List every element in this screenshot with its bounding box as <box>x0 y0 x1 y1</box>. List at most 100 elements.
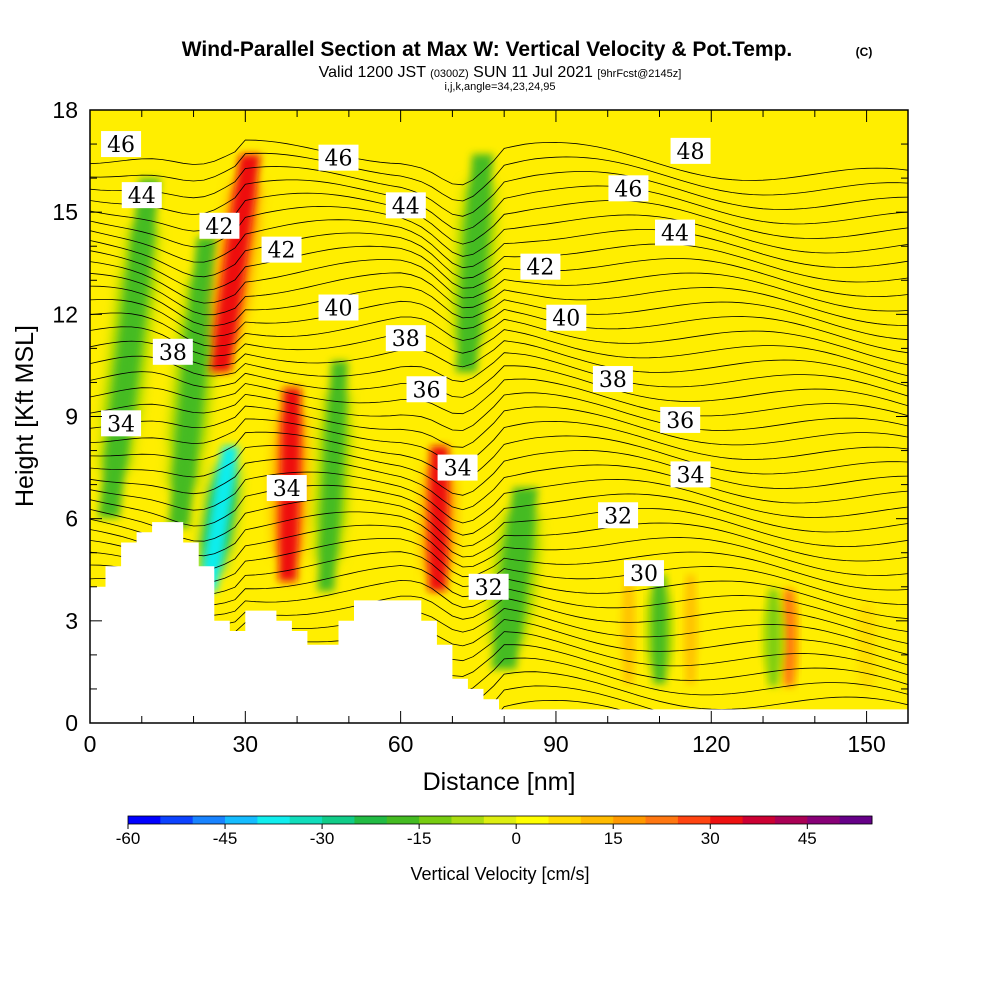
velocity-cell <box>860 604 873 689</box>
theta-contour-line <box>90 245 908 298</box>
theta-contour-line <box>90 139 908 186</box>
colorbar-swatch <box>225 816 258 824</box>
contour-label-bg <box>406 376 447 403</box>
x-axis-title: Distance [nm] <box>423 768 576 796</box>
theta-contour-line <box>90 444 908 496</box>
theta-contour-line <box>90 471 908 524</box>
colorbar-title: Vertical Velocity [cm/s] <box>410 864 589 884</box>
theta-contour-line <box>90 418 908 465</box>
colorbar-label: 0 <box>511 829 520 848</box>
x-tick-label: 120 <box>692 731 730 757</box>
contour-label-bg <box>152 338 193 365</box>
velocity-band <box>209 154 261 373</box>
contour-label-text: 44 <box>392 194 420 219</box>
theta-contour-line <box>90 365 908 407</box>
velocity-field <box>98 154 877 689</box>
contour-label-bg <box>670 137 711 164</box>
valid-time-line: Valid 1200 JST (0300Z) SUN 11 Jul 2021 [… <box>319 64 682 81</box>
contour-label-text: 44 <box>128 184 156 209</box>
contour-label-text: 34 <box>677 463 705 488</box>
colorbar-label: -30 <box>310 829 335 848</box>
contour-label-text: 32 <box>475 576 503 601</box>
contour-label-text: 38 <box>599 368 627 393</box>
theta-contour-label: 32 <box>468 573 509 601</box>
colorbar-label: -45 <box>213 829 238 848</box>
contour-label-bg <box>598 502 639 529</box>
colorbar-swatch <box>807 816 841 824</box>
y-tick-label: 9 <box>65 404 78 430</box>
contour-label-bg <box>546 304 587 331</box>
terrain-mask <box>90 522 908 723</box>
contour-label-bg <box>318 294 359 321</box>
contour-label-bg <box>670 461 711 488</box>
velocity-cell <box>624 574 633 684</box>
contour-label-bg <box>385 192 426 219</box>
contour-label-text: 32 <box>604 504 632 529</box>
velocity-band <box>316 361 349 592</box>
velocity-cell <box>783 589 794 687</box>
contour-label-bg <box>266 475 307 502</box>
theta-contour-line <box>90 340 908 387</box>
grid-indices: i,j,k,angle=34,23,24,95 <box>444 81 555 93</box>
contour-label-bg <box>261 236 302 263</box>
colorbar-swatch <box>677 816 711 824</box>
y-tick-label: 0 <box>65 710 78 736</box>
theta-contour-label: 40 <box>546 304 587 332</box>
theta-contour-line <box>90 524 908 576</box>
contour-label-bg <box>623 560 664 587</box>
contour-label-bg <box>592 366 633 393</box>
colorbar-label: -60 <box>116 829 141 848</box>
theta-contour-label: 48 <box>670 137 711 165</box>
colorbar-label: 30 <box>701 829 720 848</box>
contour-label-bg <box>660 406 701 433</box>
velocity-cell <box>490 487 539 670</box>
velocity-cell <box>209 154 261 373</box>
colorbar-swatch <box>580 816 614 824</box>
y-tick-label: 12 <box>52 301 78 327</box>
valid-prefix: Valid 1200 JST <box>319 64 427 81</box>
theta-contour-line <box>90 484 908 536</box>
velocity-band <box>649 574 670 684</box>
contour-label-text: 34 <box>444 457 472 482</box>
theta-contour-line <box>90 431 908 481</box>
theta-contour-line <box>90 285 908 341</box>
theta-contour-line <box>90 272 908 326</box>
contour-label-bg <box>608 175 649 202</box>
x-tick-label: 150 <box>847 731 885 757</box>
theta-contour-label: 42 <box>520 253 561 281</box>
theta-contour-label: 34 <box>101 410 142 437</box>
colorbar-swatch <box>160 816 194 824</box>
contour-label-text: 38 <box>392 327 420 352</box>
contour-label-text: 30 <box>630 562 658 587</box>
theta-contour-label: 42 <box>261 236 302 264</box>
velocity-cell <box>768 589 779 687</box>
contour-label-bg <box>199 212 240 239</box>
colorbar-swatch <box>645 816 679 824</box>
theta-contour-label: 42 <box>199 212 240 240</box>
theta-contour-line <box>90 166 908 217</box>
theta-contour-line <box>90 551 908 605</box>
x-tick-label: 60 <box>388 731 414 757</box>
y-tick-label: 6 <box>65 506 78 532</box>
colorbar-swatch <box>548 816 582 824</box>
colorbar-swatch <box>354 816 388 824</box>
colorbar-swatch <box>774 816 808 824</box>
colorbar-swatch <box>516 816 550 824</box>
x-tick-label: 0 <box>84 731 97 757</box>
colorbar-swatch <box>322 816 355 824</box>
contour-label-text: 40 <box>325 297 353 322</box>
theta-contour-line <box>90 405 908 448</box>
x-tick-label: 30 <box>233 731 259 757</box>
contour-label-bg <box>101 131 142 158</box>
contour-label-bg <box>468 573 509 600</box>
theta-contour-label: 34 <box>266 475 307 502</box>
theta-contour-label: 44 <box>121 182 162 209</box>
velocity-cell <box>653 574 666 684</box>
theta-contour-line <box>90 312 908 366</box>
colorbar-label: 15 <box>604 829 623 848</box>
theta-contour-line <box>90 326 908 377</box>
contour-label-text: 48 <box>677 140 705 165</box>
theta-contour-label: 38 <box>152 338 193 366</box>
contour-label-text: 44 <box>661 222 689 247</box>
theta-contour-label: 44 <box>385 192 426 219</box>
